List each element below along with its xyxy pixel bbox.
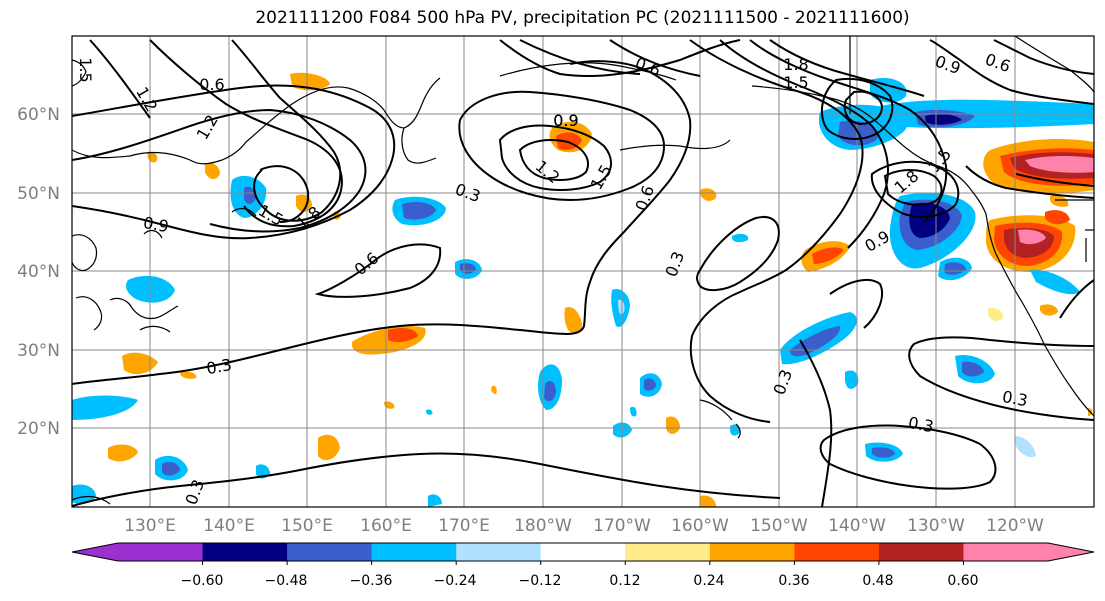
contour-label: 1.5 bbox=[783, 73, 808, 92]
colorbar-segment bbox=[540, 543, 626, 561]
lon-label: 150°W bbox=[750, 516, 808, 536]
contour-label: 0.3 bbox=[907, 413, 935, 436]
colorbar-tick-label: −0.60 bbox=[181, 573, 224, 589]
lat-label: 40°N bbox=[17, 262, 60, 282]
lon-label: 170°E bbox=[438, 516, 490, 536]
colorbar-tick-label: −0.12 bbox=[519, 573, 562, 589]
lat-label: 30°N bbox=[17, 341, 60, 361]
lon-label: 160°W bbox=[671, 516, 729, 536]
colorbar-tick-label: 0.60 bbox=[947, 573, 978, 589]
colorbar-segment bbox=[287, 543, 373, 561]
colorbar-segment bbox=[202, 543, 288, 561]
colorbar-segment bbox=[794, 543, 880, 561]
latitude-labels: 60°N 50°N 40°N 30°N 20°N bbox=[17, 105, 60, 439]
lat-label: 20°N bbox=[17, 419, 60, 439]
colorbar-segment bbox=[963, 543, 1049, 561]
colorbar-tick-label: 0.48 bbox=[862, 573, 893, 589]
contour-label: 0.9 bbox=[553, 111, 578, 130]
colorbar-tick-label: −0.48 bbox=[265, 573, 308, 589]
colorbar-ticks: −0.60 −0.48 −0.36 −0.24 −0.12 0.12 0.24 … bbox=[181, 573, 979, 589]
map-frame bbox=[71, 35, 1095, 508]
colorbar-tick-label: −0.24 bbox=[434, 573, 477, 589]
contour-label: 0.9 bbox=[553, 111, 578, 130]
lon-label: 130°E bbox=[124, 516, 176, 536]
colorbar-tick-label: 0.24 bbox=[693, 573, 724, 589]
colorbar-extend-min bbox=[72, 543, 118, 561]
colorbar-tick-label: −0.36 bbox=[350, 573, 393, 589]
pv-contours bbox=[72, 39, 1094, 507]
lon-label: 120°W bbox=[986, 516, 1044, 536]
lon-label: 140°W bbox=[828, 516, 886, 536]
contour-label: 0.3 bbox=[205, 355, 233, 378]
lon-label: 150°E bbox=[281, 516, 333, 536]
longitude-labels: 130°E 140°E 150°E 160°E 170°E 180°W 170°… bbox=[124, 516, 1044, 536]
colorbar bbox=[71, 542, 1095, 565]
colorbar-segment bbox=[709, 543, 795, 561]
contour-label: 1.8 bbox=[783, 55, 808, 74]
colorbar-segment bbox=[456, 543, 542, 561]
map-title: 2021111200 F084 500 hPa PV, precipitatio… bbox=[255, 8, 910, 28]
colorbar-segment bbox=[118, 543, 204, 561]
contour-label: 0.3 bbox=[1001, 387, 1029, 410]
lon-label: 170°W bbox=[593, 516, 651, 536]
lon-label: 130°W bbox=[907, 516, 965, 536]
lon-label: 140°E bbox=[203, 516, 255, 536]
colorbar-segment bbox=[625, 543, 711, 561]
contour-label: 1.5 bbox=[76, 57, 95, 82]
contour-label: 0.9 bbox=[142, 213, 170, 236]
lon-label: 160°E bbox=[360, 516, 412, 536]
colorbar-extend-max bbox=[1048, 543, 1094, 561]
colorbar-tick-label: 0.12 bbox=[609, 573, 640, 589]
colorbar-segment bbox=[371, 543, 457, 561]
lat-label: 50°N bbox=[17, 184, 60, 204]
contour-label: 0.6 bbox=[199, 75, 224, 94]
lon-label: 180°W bbox=[514, 516, 572, 536]
colorbar-segment bbox=[878, 543, 964, 561]
colorbar-outline bbox=[71, 542, 1095, 562]
colorbar-tick-label: 0.36 bbox=[778, 573, 809, 589]
lat-label: 60°N bbox=[17, 105, 60, 125]
